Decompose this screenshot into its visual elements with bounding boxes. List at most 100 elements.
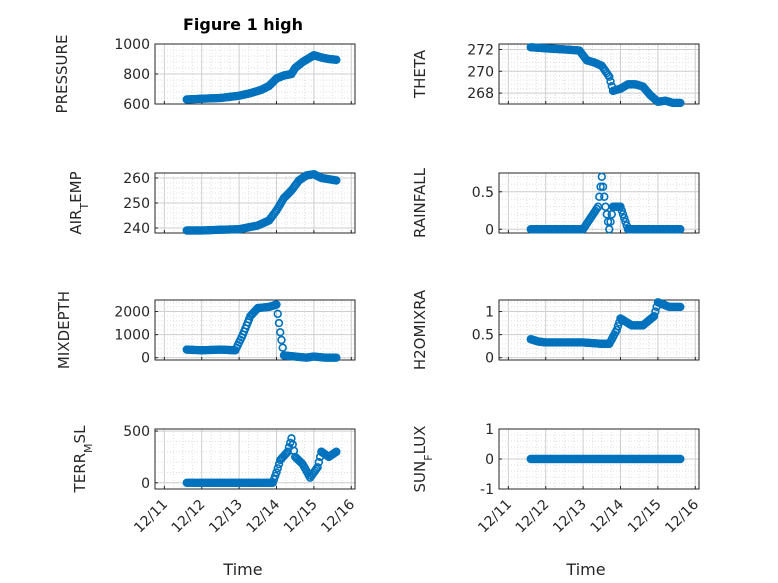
data-point — [277, 335, 286, 345]
axes-box — [498, 172, 700, 234]
data-point — [612, 325, 621, 335]
data-point — [651, 307, 660, 316]
y-axis-label: SUNFLUX — [411, 426, 435, 493]
data-point — [332, 176, 341, 185]
data-point — [332, 353, 341, 362]
data-point — [278, 343, 287, 352]
data-point — [607, 210, 616, 219]
axes-box — [154, 428, 356, 490]
y-tick-label: 1000 — [114, 328, 150, 344]
data-point — [600, 192, 609, 201]
data-point — [649, 311, 659, 321]
y-tick-label: 0 — [485, 222, 494, 238]
axes-box — [498, 43, 700, 105]
data-point — [272, 300, 281, 309]
y-axis-label: AIRTEMP — [67, 171, 91, 234]
y-tick-label: 0.5 — [472, 328, 494, 344]
data-point — [620, 213, 629, 223]
x-tick-label: 12/11 — [131, 497, 171, 537]
y-tick-label: 260 — [123, 171, 150, 187]
subplot-theta: 268 270 272 THETA — [411, 42, 700, 108]
data-point — [676, 302, 685, 312]
data-series-terr-msl — [182, 434, 341, 487]
data-point — [595, 192, 604, 201]
y-axis-label: RAINFALL — [411, 167, 429, 238]
data-point — [613, 321, 623, 331]
data-point — [274, 318, 284, 328]
data-point — [616, 202, 625, 211]
x-tick-label: 12/16 — [318, 496, 358, 536]
axes-box — [154, 299, 356, 361]
x-tick-label: 12/15 — [281, 497, 321, 537]
data-point — [606, 77, 615, 86]
y-tick-label: -1 — [480, 482, 494, 498]
data-series-rainfall — [526, 172, 685, 234]
data-point — [313, 463, 322, 472]
data-point — [273, 309, 282, 319]
x-tick-label: 12/15 — [625, 497, 665, 537]
data-point — [605, 72, 614, 81]
data-series-h2omixra — [526, 298, 685, 349]
data-point — [676, 98, 685, 108]
y-axis-label: MIXDEPTH — [55, 291, 73, 369]
subplot-air-temp: 240 250 260 AIRTEMP — [67, 170, 356, 237]
data-point — [605, 225, 614, 234]
y-tick-label: 600 — [123, 97, 150, 113]
data-point — [676, 225, 685, 234]
y-tick-label: 2000 — [114, 305, 150, 321]
y-tick-label: 0 — [141, 476, 150, 492]
subplot-h2omixra: 0 0.5 1 H2OMIXRA — [411, 289, 700, 370]
x-tick-label: 12/12 — [513, 497, 553, 537]
x-tick-label: 12/12 — [169, 497, 209, 537]
y-tick-label: 0.5 — [472, 185, 494, 201]
data-point — [598, 182, 608, 191]
data-point — [276, 328, 285, 337]
y-tick-label: 1 — [485, 422, 494, 438]
y-tick-label: 250 — [123, 196, 150, 212]
subplot-pressure: 600 800 1000 PRESSURE — [53, 35, 356, 114]
y-tick-label: 800 — [123, 67, 150, 83]
x-tick-label: 12/13 — [206, 497, 246, 537]
x-tick-label: 12/16 — [662, 496, 702, 536]
y-tick-label: 0 — [485, 452, 494, 468]
y-axis-label: PRESSURE — [53, 35, 71, 114]
x-axis-label-left: Time — [222, 560, 262, 579]
y-tick-label: 0 — [485, 351, 494, 367]
y-tick-label: 240 — [123, 221, 150, 237]
y-tick-label: 1000 — [114, 37, 150, 53]
y-axis-label: TERRMSL — [71, 425, 95, 494]
data-series-theta — [526, 43, 685, 108]
figure-title: Figure 1 high — [183, 15, 303, 34]
x-tick-label: 12/13 — [550, 497, 590, 537]
data-point — [606, 217, 615, 226]
y-tick-label: 0 — [141, 351, 150, 367]
data-point — [273, 464, 282, 473]
data-point — [272, 468, 281, 477]
subplot-mixdepth: 0 1000 2000 MIXDEPTH — [55, 291, 356, 369]
data-point — [332, 55, 341, 64]
data-series-pressure — [182, 51, 341, 104]
data-point — [597, 172, 607, 181]
data-point — [618, 210, 628, 219]
y-tick-label: 272 — [467, 42, 494, 58]
y-axis-label: THETA — [411, 49, 429, 99]
data-point — [676, 454, 685, 464]
subplot-rainfall: 0 0.5 RAINFALL — [411, 167, 700, 238]
data-point — [332, 447, 341, 456]
data-series-air-temp — [182, 170, 341, 235]
x-tick-label: 12/11 — [475, 497, 515, 537]
x-tick-label: 12/14 — [243, 496, 283, 536]
data-point — [617, 206, 626, 215]
y-tick-label: 270 — [467, 64, 494, 80]
data-point — [314, 457, 324, 467]
data-series-sun-flux — [526, 454, 685, 464]
y-tick-label: 268 — [467, 86, 494, 102]
data-point — [596, 182, 605, 191]
x-tick-label: 12/14 — [587, 496, 627, 536]
axes-box — [498, 299, 700, 361]
data-series-mixdepth — [182, 300, 341, 362]
